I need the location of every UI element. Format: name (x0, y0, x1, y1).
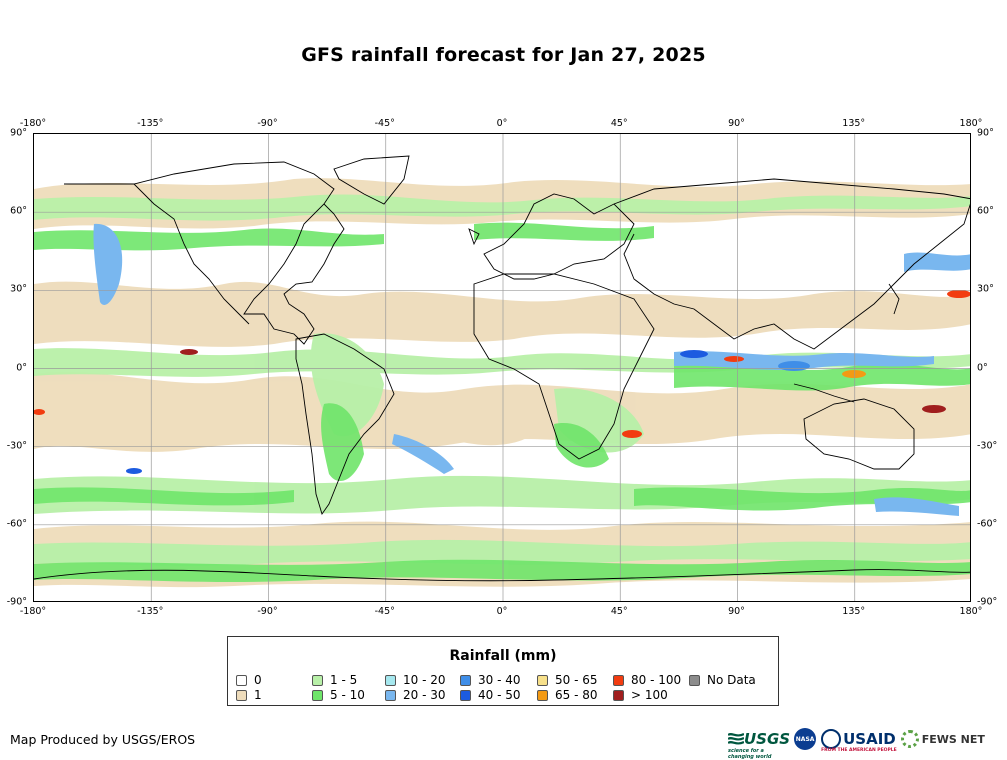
lat-tick-label: 60° (977, 205, 994, 217)
usgs-tagline: science for a changing world (728, 748, 772, 760)
legend-label: 50 - 65 (555, 673, 598, 687)
nasa-logo-icon: NASA (794, 728, 817, 750)
legend-item: 1 - 5 (312, 673, 357, 687)
legend-item: 65 - 80 (537, 688, 598, 702)
legend-swatch (689, 674, 700, 686)
legend-item: 1 (236, 688, 262, 702)
rain-1-5mm-layer (34, 194, 970, 566)
legend-swatch (312, 689, 323, 701)
usaid-seal (821, 729, 842, 749)
lat-tick-label: -90° (977, 596, 998, 608)
lon-tick-label: -135° (137, 118, 164, 129)
legend-swatch (460, 689, 471, 701)
legend-label: 10 - 20 (403, 673, 446, 687)
map-title: GFS rainfall forecast for Jan 27, 2025 (301, 44, 706, 66)
lon-tick-label: 135° (842, 118, 866, 129)
lon-tick-label: -45° (374, 606, 395, 617)
lat-tick-label: 30° (10, 283, 27, 295)
legend-swatch (537, 674, 548, 686)
usgs-logo-icon: USGS science for a changing world (728, 730, 791, 760)
lat-tick-label: -60° (977, 518, 998, 530)
legend-label: > 100 (631, 688, 668, 702)
lat-tick-label: 90° (10, 127, 27, 139)
lat-tick-label: 90° (977, 127, 994, 139)
legend-label: 80 - 100 (631, 673, 682, 687)
lon-tick-label: -90° (257, 606, 278, 617)
rainfall-map[interactable] (33, 133, 971, 602)
lon-tick-label: 180° (959, 118, 983, 129)
legend-swatch (537, 689, 548, 701)
fews-ring (900, 730, 919, 748)
legend-label: 1 - 5 (330, 673, 358, 687)
lon-tick-label: 90° (728, 606, 745, 617)
lat-tick-label: 0° (16, 362, 27, 373)
legend-label: 1 (254, 688, 262, 702)
legend-label: No Data (707, 673, 756, 687)
legend-swatch (460, 674, 471, 686)
legend-swatch (613, 674, 624, 686)
lon-tick-label: -90° (257, 118, 278, 129)
legend-label: 5 - 10 (330, 688, 365, 702)
legend-label: 40 - 50 (478, 688, 521, 702)
lon-tick-label: 0° (496, 118, 508, 129)
usaid-tagline: FROM THE AMERICAN PEOPLE (821, 748, 897, 753)
legend-label: 65 - 80 (555, 688, 598, 702)
lat-tick-label: 0° (977, 362, 988, 373)
legend-swatch (385, 674, 396, 686)
legend-item: 10 - 20 (385, 673, 446, 687)
legend-item: > 100 (613, 688, 668, 702)
legend-item: 20 - 30 (385, 688, 446, 702)
legend-swatch (236, 674, 247, 686)
lon-tick-label: -180° (19, 118, 47, 129)
legend-label: 0 (254, 673, 262, 687)
lat-tick-label: -30° (6, 440, 27, 452)
legend-item: No Data (689, 673, 756, 687)
usgs-text: USGS (744, 730, 791, 748)
lon-tick-label: -180° (19, 606, 47, 617)
lon-tick-label: -45° (374, 118, 395, 129)
usaid-seal-icon: USAID FROM THE AMERICAN PEOPLE (821, 729, 897, 753)
legend-title: Rainfall (mm) (449, 648, 557, 664)
lon-tick-label: 135° (842, 606, 866, 617)
lat-tick-label: -30° (977, 440, 998, 452)
lat-tick-label: -90° (6, 596, 27, 608)
legend-item: 50 - 65 (537, 673, 598, 687)
legend-label: 20 - 30 (403, 688, 446, 702)
partner-logos: USGS science for a changing world NASA U… (728, 726, 985, 760)
fews-text: FEWS NET (921, 732, 985, 746)
lon-tick-label: 90° (728, 118, 745, 129)
legend-swatch (385, 689, 396, 701)
coastlines (34, 155, 970, 582)
lat-tick-label: 30° (977, 283, 994, 295)
legend-item: 80 - 100 (613, 673, 681, 687)
legend-label: 30 - 40 (478, 673, 521, 687)
legend-item: 30 - 40 (460, 673, 521, 687)
credit-text: Map Produced by USGS/EROS (10, 732, 196, 747)
usaid-text: USAID (843, 730, 896, 748)
map-canvas (34, 134, 970, 601)
lon-tick-label: 180° (959, 606, 983, 617)
legend-item: 0 (236, 673, 262, 687)
lon-tick-label: 45° (610, 606, 628, 617)
lat-tick-label: -60° (6, 518, 27, 530)
lon-tick-label: 0° (496, 606, 508, 617)
usgs-wave-icon (728, 732, 744, 745)
lat-tick-label: 60° (10, 205, 27, 217)
legend-item: 5 - 10 (312, 688, 365, 702)
lon-tick-label: 45° (610, 118, 628, 129)
legend-swatch (312, 674, 323, 686)
legend-swatch (236, 689, 247, 701)
rain-5-10mm-layer (34, 222, 970, 582)
legend-swatch (613, 689, 624, 701)
legend-item: 40 - 50 (460, 688, 521, 702)
lon-tick-label: -135° (137, 606, 164, 617)
fews-net-logo-icon: FEWS NET (900, 730, 985, 748)
graticule (34, 134, 970, 601)
